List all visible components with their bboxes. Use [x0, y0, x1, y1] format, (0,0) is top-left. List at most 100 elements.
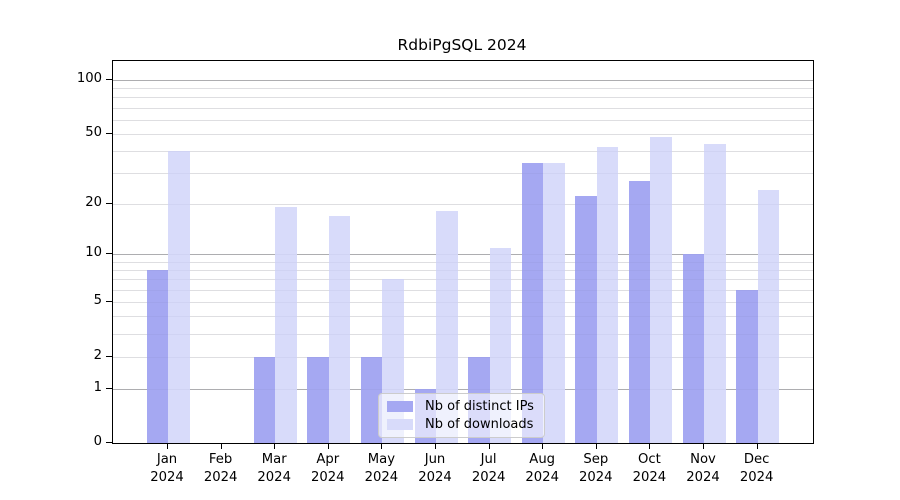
bar-apr-downloads [328, 215, 351, 443]
gridline-overlay-20 [113, 203, 813, 205]
legend-swatch-downloads [387, 419, 413, 430]
x-tick-year: 2024 [686, 469, 720, 485]
x-tick-month: Mar [261, 452, 287, 467]
x-tick-jul [488, 443, 490, 449]
x-tick-year: 2024 [418, 469, 452, 485]
gridline-overlay-8 [113, 270, 813, 272]
x-tick-label-mar: Mar 2024 [231, 451, 317, 486]
y-tick-0 [106, 442, 112, 443]
gridline-overlay-3 [113, 334, 813, 335]
x-tick-year: 2024 [150, 469, 184, 485]
x-tick-nov [703, 443, 704, 449]
bar-apr-distinct-ips [307, 356, 329, 443]
x-tick-month: Dec [743, 452, 770, 467]
gridline-minor-40 [113, 150, 813, 152]
legend: Nb of distinct IPs Nb of downloads [378, 393, 545, 438]
x-tick-month: Feb [208, 452, 233, 467]
x-tick-month: Aug [529, 452, 556, 467]
gridline-minor-5 [113, 302, 813, 304]
bar-nov-distinct-ips [682, 254, 704, 443]
bar-dec-distinct-ips [736, 289, 758, 443]
legend-label-downloads: Nb of downloads [425, 417, 534, 432]
x-tick-month: Sep [583, 452, 609, 467]
y-tick-label-50: 50 [85, 124, 102, 140]
x-tick-sep [595, 443, 597, 449]
gridline-overlay-5 [113, 302, 813, 304]
x-tick-label-jan: Jan 2024 [124, 451, 210, 486]
y-tick-label-0: 0 [93, 434, 102, 449]
gridline-overlay-40 [113, 150, 813, 152]
gridline-overlay-6 [113, 289, 813, 291]
y-tick-50 [106, 132, 112, 134]
y-tick-10 [106, 253, 112, 255]
gridline-overlay-80 [113, 97, 813, 99]
legend-label-distinct-ips: Nb of distinct IPs [425, 399, 534, 414]
x-tick-apr [327, 443, 329, 449]
gridline-minor-50 [113, 133, 813, 135]
bar-mar-downloads [275, 207, 297, 443]
y-tick-5 [106, 301, 112, 303]
bar-dec-downloads [757, 189, 780, 443]
y-tick-2 [106, 355, 112, 357]
x-tick-label-may: May 2024 [338, 451, 424, 486]
gridline-major-1 [113, 388, 813, 390]
x-tick-month: Nov [690, 452, 716, 467]
x-tick-label-nov: Nov 2024 [660, 451, 746, 486]
legend-item-distinct-ips: Nb of distinct IPs [387, 399, 536, 414]
y-tick-label-100: 100 [76, 71, 102, 86]
gridline-overlay-4 [113, 316, 813, 318]
gridline-overlay-7 [113, 279, 813, 281]
x-tick-year: 2024 [525, 469, 559, 485]
gridline-overlay-2 [113, 356, 813, 358]
x-tick-feb [220, 443, 222, 449]
x-tick-month: Apr [316, 452, 340, 467]
x-tick-year: 2024 [311, 469, 345, 485]
gridline-overlay-70 [113, 107, 813, 109]
x-tick-label-aug: Aug 2024 [499, 451, 585, 486]
y-tick-label-1: 1 [93, 379, 102, 395]
legend-item-downloads: Nb of downloads [387, 417, 536, 432]
bar-sep-downloads [596, 147, 619, 443]
gridline-minor-70 [113, 107, 813, 109]
x-tick-label-jun: Jun 2024 [392, 451, 478, 486]
bar-oct-downloads [650, 136, 672, 443]
x-tick-month: Jan [156, 452, 178, 467]
gridline-minor-2 [113, 356, 813, 358]
y-tick-label-2: 2 [93, 347, 102, 363]
gridline-minor-3 [113, 334, 813, 335]
y-tick-label-5: 5 [93, 293, 102, 309]
gridline-minor-9 [113, 261, 813, 263]
x-tick-year: 2024 [739, 469, 774, 485]
x-tick-year: 2024 [471, 469, 506, 485]
gridline-major-100 [113, 80, 813, 81]
x-tick-aug [542, 443, 544, 449]
gridline-minor-60 [113, 119, 813, 121]
y-tick-1 [106, 387, 112, 389]
bar-mar-distinct-ips [253, 356, 276, 443]
x-tick-label-dec: Dec 2024 [714, 451, 800, 486]
bar-sep-distinct-ips [575, 196, 597, 443]
x-tick-label-apr: Apr 2024 [285, 451, 371, 486]
gridline-overlay-50 [113, 133, 813, 135]
legend-swatch-distinct-ips [387, 401, 413, 412]
x-tick-month: May [367, 452, 396, 467]
gridline-minor-20 [113, 203, 813, 205]
x-tick-jun [435, 443, 436, 449]
gridline-overlay-30 [113, 172, 813, 174]
gridline-minor-6 [113, 289, 813, 291]
gridline-overlay-100 [113, 80, 813, 81]
x-tick-oct [649, 443, 651, 449]
bar-jan-distinct-ips [146, 270, 168, 443]
chart-title: RdbiPgSQL 2024 [397, 36, 527, 54]
gridline-overlay-10 [113, 254, 813, 256]
gridline-minor-7 [113, 279, 813, 281]
x-tick-jan [167, 443, 168, 449]
x-tick-year: 2024 [579, 469, 613, 485]
x-tick-year: 2024 [203, 469, 238, 485]
bar-jan-downloads [168, 150, 190, 443]
gridline-overlay-60 [113, 119, 813, 121]
x-tick-month: Oct [637, 452, 661, 467]
x-tick-mar [274, 443, 276, 449]
bar-aug-distinct-ips [521, 163, 544, 443]
